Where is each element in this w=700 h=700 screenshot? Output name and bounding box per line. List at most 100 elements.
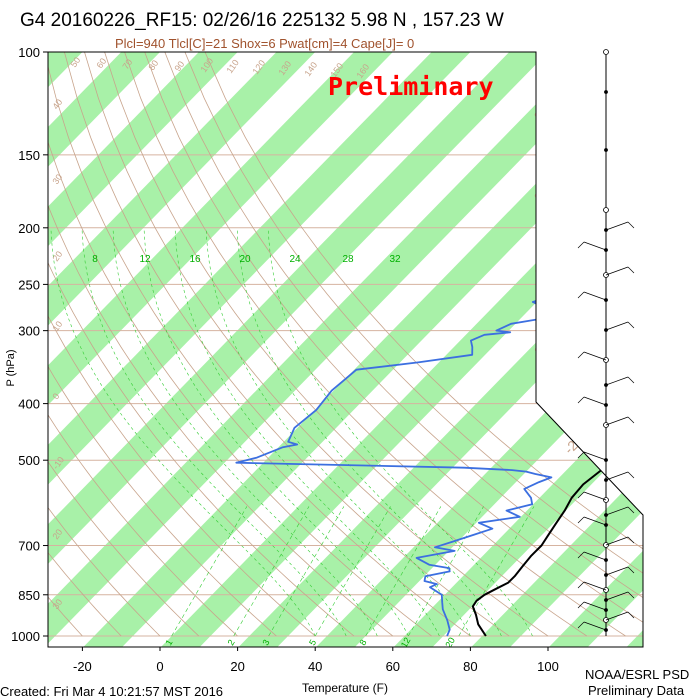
dry-adiabat [0, 52, 5, 636]
wind-barb [605, 376, 635, 386]
mixing-ratio-label: 2 [226, 638, 237, 647]
moist-adiabat [112, 227, 378, 637]
wind-barb [577, 351, 607, 361]
isotherm-label: 40 [50, 97, 64, 111]
mixing-ratio-label: 5 [307, 638, 318, 647]
wind-barb-dot [603, 49, 609, 55]
mixing-ratio-label: 1 [163, 638, 174, 647]
y-tick-label: 500 [18, 453, 40, 468]
theta-e-label: 32 [389, 254, 401, 265]
preliminary-watermark: Preliminary [328, 72, 494, 101]
dry-adiabat [48, 52, 238, 637]
mixing-ratio-label: 12 [399, 636, 413, 650]
plot-frame [47, 51, 644, 648]
wind-barb [577, 516, 607, 526]
moist-adiabat [143, 227, 409, 637]
dry-adiabat-label: 90 [172, 59, 186, 73]
isotherm-label: -30 [616, 466, 642, 492]
dry-adiabat [48, 52, 471, 637]
dry-adiabat [48, 52, 394, 637]
mixing-ratio-label: 3 [260, 638, 271, 647]
x-tick-label: 100 [537, 659, 559, 674]
isotherm-label: 30 [50, 597, 64, 611]
wind-barb-dot [603, 207, 609, 213]
moist-adiabat [81, 227, 347, 637]
wind-barb [605, 591, 635, 601]
dry-adiabat-label: 80 [146, 58, 160, 72]
temperature-band [48, 52, 318, 647]
frame-layer [47, 51, 644, 648]
isotherm-label: 0 [50, 391, 61, 401]
wind-barb-dot [604, 148, 608, 152]
chart-title: G4 20160226_RF15: 02/26/16 225132 5.98 N… [20, 10, 504, 31]
dry-adiabat-label: 70 [120, 57, 134, 71]
isotherm-label: 20 [50, 249, 64, 263]
dry-adiabat [104, 52, 588, 637]
wind-barb [577, 551, 607, 561]
temperature-band [48, 52, 395, 647]
x-tick-label: 20 [230, 659, 244, 674]
temperature-band [0, 50, 7, 648]
dry-adiabat [84, 52, 549, 637]
y-tick-label: 1000 [11, 629, 40, 644]
x-tick-label: 0 [156, 659, 163, 674]
created-timestamp: Created: Fri Mar 4 10:21:57 MST 2016 [0, 684, 224, 699]
temperature-band [470, 52, 643, 647]
wind-barb-dot [604, 90, 608, 94]
dry-adiabat [124, 52, 626, 637]
wind-barb [605, 611, 635, 621]
theta-e-label: 24 [289, 254, 301, 265]
dry-adiabat-label: 60 [94, 56, 108, 70]
temperature-profile-line [471, 214, 643, 637]
wind-barb [605, 221, 635, 231]
mixing-ratio-line [458, 506, 535, 637]
dry-adiabat-label: 50 [68, 55, 82, 69]
mixing-ratio-label: 8 [357, 638, 368, 647]
theta-e-label: 8 [92, 254, 98, 265]
wind-barb [577, 451, 607, 461]
y-tick-label: 100 [18, 45, 40, 60]
dry-adiabat [48, 52, 432, 637]
wind-barb [605, 266, 635, 276]
y-tick-label: 200 [18, 221, 40, 236]
x-tick-label: 60 [386, 659, 400, 674]
y-tick-label: 250 [18, 277, 40, 292]
dry-adiabat [48, 52, 277, 637]
chart-subtitle: Plcl=940 Tlcl[C]=21 Shox=6 Pwat[cm]=4 Ca… [115, 36, 415, 51]
isotherm-label: 20 [50, 527, 64, 541]
y-tick-label: 300 [18, 324, 40, 339]
wind-barb [605, 471, 635, 481]
x-axis-label: Temperature (F) [302, 681, 388, 695]
mixing-ratio-line [365, 506, 442, 637]
moist-adiabat [205, 227, 471, 637]
temperature-band [48, 52, 240, 647]
wind-barb [605, 506, 635, 516]
mixing-ratio-line [408, 506, 484, 637]
y-tick-label: 150 [18, 148, 40, 163]
wind-barb [577, 601, 607, 611]
axis-labels: Temperature (F) P (hPa) [5, 349, 388, 695]
moist-adiabat [267, 227, 533, 637]
theta-e-label: 28 [342, 254, 354, 265]
dry-adiabat [48, 52, 316, 637]
wind-barb [577, 291, 607, 301]
wind-barb [605, 321, 635, 331]
dry-adiabat [48, 52, 200, 637]
wind-barb [577, 241, 607, 251]
isotherm-label: 10 [50, 319, 64, 333]
credit-line-2: Preliminary Data [588, 683, 685, 698]
mixing-ratio-line [171, 506, 248, 637]
isotherm-label: -10 [546, 391, 572, 417]
isotherm-label: 30 [50, 172, 64, 186]
temperature-band [48, 52, 550, 647]
y-tick-label: 700 [18, 539, 40, 554]
theta-e-label: 16 [189, 254, 201, 265]
wind-barb [577, 396, 607, 406]
wind-barb [577, 621, 607, 631]
dry-adiabat [204, 52, 643, 637]
mixing-ratio-line [268, 506, 345, 637]
dry-adiabat-label: 140 [302, 60, 319, 78]
dry-adiabat [144, 52, 643, 637]
